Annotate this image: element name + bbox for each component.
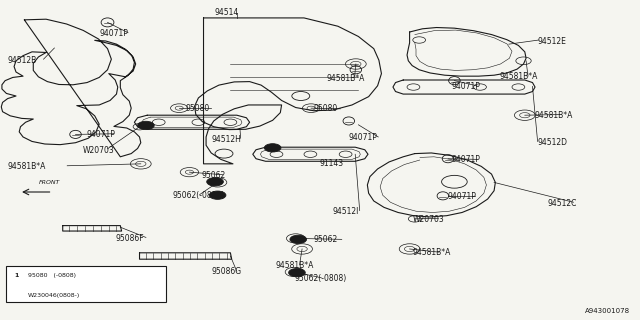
Circle shape [264, 144, 281, 152]
Circle shape [289, 268, 305, 277]
Text: 95062(-0808): 95062(-0808) [173, 191, 225, 200]
Text: 94071P: 94071P [451, 82, 480, 91]
Circle shape [8, 271, 25, 279]
Text: 94512D: 94512D [538, 138, 568, 147]
FancyBboxPatch shape [6, 266, 166, 302]
Text: 94071P: 94071P [349, 133, 378, 142]
Text: 94581B*A: 94581B*A [534, 111, 573, 120]
Text: 1: 1 [144, 123, 148, 128]
Text: W20703: W20703 [83, 146, 115, 155]
Text: 95086F: 95086F [115, 234, 144, 243]
Text: 94581B*A: 94581B*A [413, 248, 451, 257]
Text: 2: 2 [213, 179, 217, 184]
Text: W20703: W20703 [413, 215, 445, 224]
Text: 95062: 95062 [202, 172, 226, 180]
Text: 94581B*A: 94581B*A [275, 261, 314, 270]
Text: FRONT: FRONT [38, 180, 60, 185]
Text: 95080: 95080 [186, 104, 210, 113]
Text: 95086G: 95086G [211, 268, 241, 276]
Text: 94514: 94514 [214, 8, 239, 17]
Text: 2: 2 [295, 270, 299, 275]
Text: 95062: 95062 [314, 236, 338, 244]
Text: 2: 2 [296, 237, 300, 242]
Text: 94581B*A: 94581B*A [499, 72, 538, 81]
Text: 1: 1 [15, 273, 19, 278]
Text: 94512B: 94512B [8, 56, 37, 65]
Text: 94512C: 94512C [547, 199, 577, 208]
Text: 1: 1 [271, 145, 275, 150]
Circle shape [207, 178, 223, 186]
Text: 94071P: 94071P [451, 156, 480, 164]
Text: 94071P: 94071P [86, 130, 115, 139]
Text: 91143: 91143 [320, 159, 344, 168]
Text: 94512H: 94512H [211, 135, 241, 144]
Text: 94512E: 94512E [538, 37, 566, 46]
Text: W230046(0808-): W230046(0808-) [28, 293, 81, 298]
Text: 95080: 95080 [314, 104, 338, 113]
Text: 94581B*A: 94581B*A [326, 74, 365, 83]
Text: 94071P: 94071P [448, 192, 477, 201]
Text: 94512I: 94512I [333, 207, 359, 216]
Circle shape [209, 191, 226, 199]
Circle shape [138, 121, 154, 130]
Text: 2: 2 [216, 193, 220, 198]
Circle shape [290, 235, 307, 244]
Text: A943001078: A943001078 [585, 308, 630, 314]
Text: 95080   (-0808): 95080 (-0808) [28, 273, 76, 278]
Text: 95062(-0808): 95062(-0808) [294, 274, 347, 283]
Text: 94071P: 94071P [99, 29, 128, 38]
Text: 94581B*A: 94581B*A [8, 162, 46, 171]
